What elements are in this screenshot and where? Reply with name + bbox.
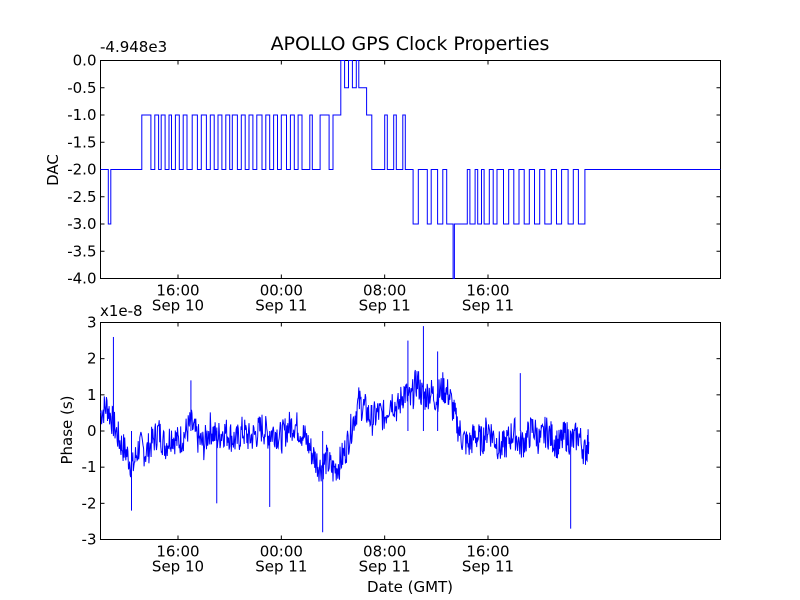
x-tick-time: 16:00 [156,543,199,561]
bottom-ylabel: Phase (s) [58,395,76,464]
x-tick-time: 08:00 [363,282,406,300]
y-tick-label: -1.5 [67,133,96,151]
x-tick-date: Sep 11 [255,558,307,576]
x-tick-date: Sep 11 [462,297,514,315]
y-tick-label: 3 [87,314,97,332]
y-tick-label: 2 [87,350,97,368]
x-tick-time: 16:00 [466,282,509,300]
bottom-phase-series [100,326,590,533]
y-tick-label: -2.5 [67,188,96,206]
y-tick-label: -4.0 [67,270,96,288]
x-tick-time: 16:00 [466,543,509,561]
x-tick-date: Sep 11 [462,558,514,576]
x-tick-time: 08:00 [363,543,406,561]
x-tick-date: Sep 11 [359,297,411,315]
chart-title: APOLLO GPS Clock Properties [271,33,550,55]
y-tick-label: -0.5 [67,79,96,97]
dac-step-line [100,60,721,279]
y-tick-label: -2 [82,494,97,512]
bottom-offset-label: x1e-8 [100,302,143,320]
bottom-y-ticks: 3 2 1 0 -1 -2 -3 [82,314,721,549]
x-tick-date: Sep 10 [152,297,204,315]
y-tick-label: -3.5 [67,242,96,260]
y-tick-label: -1 [82,458,97,476]
y-tick-label: -2.0 [67,161,96,179]
x-tick-date: Sep 11 [359,558,411,576]
bottom-xlabel: Date (GMT) [367,578,453,596]
top-dac-panel: -4.948e3 DAC 0.0 -0.5 -1.0 -1.5 -2.0 -2.5 -3.0… [44,38,721,315]
bottom-axes-frame [100,322,721,540]
x-tick-date: Sep 11 [255,297,307,315]
x-tick-time: 00:00 [260,282,303,300]
x-tick-time: 16:00 [156,282,199,300]
top-offset-label: -4.948e3 [100,38,167,56]
phase-line [100,369,590,482]
y-tick-label: 0.0 [73,52,97,70]
top-dac-series [100,60,721,279]
x-tick-date: Sep 10 [152,558,204,576]
y-tick-label: -1.0 [67,106,96,124]
top-ylabel: DAC [44,154,62,186]
y-tick-label: -3 [82,531,97,549]
x-tick-time: 00:00 [260,543,303,561]
top-y-ticks: 0.0 -0.5 -1.0 -1.5 -2.0 -2.5 -3.0 -3.5 -4.0 [67,52,721,288]
y-tick-label: 0 [87,422,97,440]
y-tick-label: 1 [87,386,97,404]
y-tick-label: -3.0 [67,215,96,233]
